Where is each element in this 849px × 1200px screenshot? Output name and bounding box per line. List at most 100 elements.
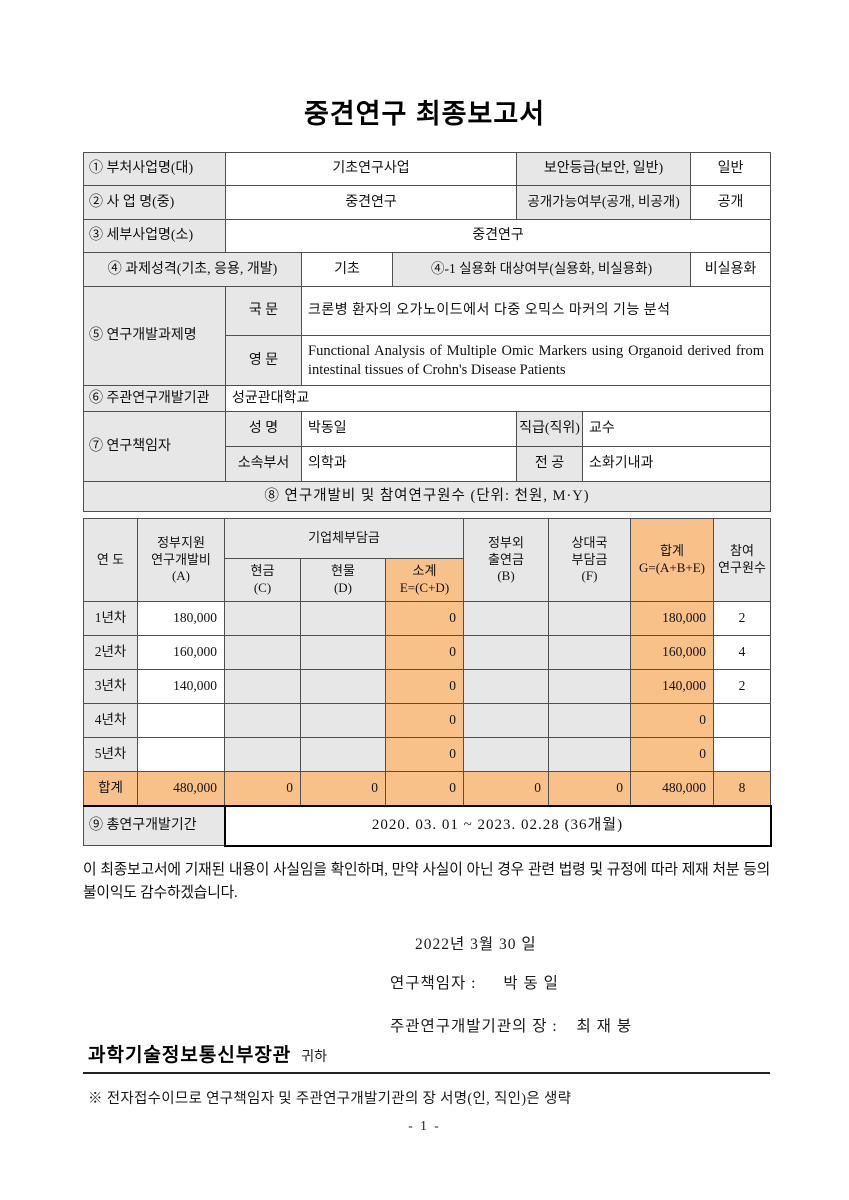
korean-title-label: 국 문 [225, 286, 302, 336]
row-title-korean: ⑤ 연구개발과제명 국 문 크론병 환자의 오가노이드에서 다중 오믹스 마커의… [83, 286, 772, 386]
inkind-cell [300, 635, 386, 670]
pi-major-label: 전 공 [516, 446, 584, 482]
nongov-cell [463, 703, 549, 738]
partner-cell [548, 635, 631, 670]
col-gov-header: 정부지원 연구개발비 (A) [137, 518, 225, 602]
cash-cell [224, 635, 301, 670]
cash-cell [224, 703, 301, 738]
english-title-value: Functional Analysis of Multiple Omic Mar… [300, 335, 772, 386]
budget-row-year5: 5년차 0 0 [83, 737, 771, 772]
row-budget-band: ⑧ 연구개발비 및 참여연구원수 (단위: 천원, M·Y) [82, 481, 772, 512]
nongov-cell [463, 737, 549, 772]
lead-institution-label: ⑥ 주관연구개발기관 [83, 385, 226, 412]
addressee-name: 과학기술정보통신부장관 [88, 1044, 292, 1066]
row-title-english: 영 문 Functional Analysis of Multiple Omic… [84, 335, 772, 386]
researchers-cell: 4 [713, 635, 771, 670]
gov-cell: 160,000 [137, 635, 225, 670]
addressee-line: 과학기술정보통신부장관 귀하 [83, 1040, 770, 1067]
gov-cell [137, 703, 225, 738]
disclosure-value: 공개 [690, 185, 772, 220]
col-partner-header: 상대국 부담금 (F) [548, 518, 631, 602]
researchers-cell: 2 [713, 669, 771, 704]
gov-cell: 140,000 [137, 669, 225, 704]
col-year-header: 연 도 [83, 518, 138, 602]
partner-cell [548, 703, 631, 738]
row-pi-department: 소속부서 의학과 전 공 소화기내과 [84, 446, 772, 482]
commercialization-value: 비실용화 [690, 252, 772, 287]
inkind-cell [300, 703, 386, 738]
total-cell: 140,000 [630, 669, 714, 704]
disclosure-label: 공개가능여부(공개, 비공개) [516, 185, 692, 220]
budget-section-header: ⑧ 연구개발비 및 참여연구원수 (단위: 천원, M·Y) [82, 481, 772, 512]
project-name-label: ② 사 업 명(중) [83, 185, 226, 220]
inkind-cell [300, 601, 386, 636]
researchers-cell: 2 [713, 601, 771, 636]
inkind-cell [300, 737, 386, 772]
subtotal-cell: 0 [385, 601, 464, 636]
footer-divider [83, 1071, 770, 1074]
signature-pi-line: 연구책임자 : 박 동 일 [83, 971, 770, 993]
gov-cell: 180,000 [137, 601, 225, 636]
partner-cell: 0 [548, 771, 631, 806]
budget-row-year2: 2년차 160,000 0 160,000 4 [83, 635, 771, 670]
col-nongov-header: 정부외 출연금 (B) [463, 518, 549, 602]
nongov-cell [463, 601, 549, 636]
org-signature-label: 주관연구개발기관의 장 : [390, 1017, 558, 1035]
budget-header-row-1: 연 도 정부지원 연구개발비 (A) 기업체부담금 정부외 출연금 (B) 상대… [83, 518, 771, 602]
col-inkind-header: 현물 (D) [300, 558, 386, 602]
budget-row-year1: 1년차 180,000 0 180,000 2 [83, 601, 771, 636]
nongov-cell [463, 669, 549, 704]
budget-row-year3: 3년차 140,000 0 140,000 2 [83, 669, 771, 704]
row-detail-program: ③ 세부사업명(소) 중견연구 [83, 219, 772, 253]
researchers-cell [713, 703, 771, 738]
col-cash-header: 현금 (C) [224, 558, 301, 602]
report-body: ① 부처사업명(대) 기초연구사업 보안등급(보안, 일반) 일반 ② 사 업 … [82, 152, 772, 1108]
col-total-header: 합계 G=(A+B+E) [630, 518, 714, 602]
cash-cell: 0 [224, 771, 301, 806]
total-cell: 480,000 [630, 771, 714, 806]
pi-name-value: 박동일 [300, 411, 518, 447]
budget-table: 연 도 정부지원 연구개발비 (A) 기업체부담금 정부외 출연금 (B) 상대… [83, 518, 772, 847]
nongov-cell: 0 [463, 771, 549, 806]
partner-cell [548, 669, 631, 704]
pi-major-value: 소화기내과 [582, 446, 772, 482]
row-ministry-program: ① 부처사업명(대) 기초연구사업 보안등급(보안, 일반) 일반 [83, 152, 772, 186]
security-grade-label: 보안등급(보안, 일반) [516, 152, 692, 186]
total-cell: 0 [630, 703, 714, 738]
subtotal-cell: 0 [385, 669, 464, 704]
col-subtotal-header: 소계 E=(C+D) [385, 558, 464, 602]
year-cell: 5년차 [83, 737, 138, 772]
lead-institution-value: 성균관대학교 [224, 385, 772, 412]
org-signature-name: 최 재 붕 [576, 1017, 633, 1035]
pledge-text: 이 최종보고서에 기재된 내용이 사실임을 확인하며, 만약 사실이 아닌 경우… [83, 861, 770, 902]
subtotal-cell: 0 [385, 635, 464, 670]
row-project-name: ② 사 업 명(중) 중견연구 공개가능여부(공개, 비공개) 공개 [83, 185, 772, 220]
detail-program-label: ③ 세부사업명(소) [83, 219, 226, 253]
year-cell: 합계 [83, 771, 138, 806]
inkind-cell [300, 669, 386, 704]
gov-cell: 480,000 [137, 771, 225, 806]
row-lead-institution: ⑥ 주관연구개발기관 성균관대학교 [83, 385, 772, 412]
subtotal-cell: 0 [385, 771, 464, 806]
pi-dept-value: 의학과 [300, 446, 518, 482]
cash-cell [224, 737, 301, 772]
security-grade-value: 일반 [690, 152, 772, 186]
budget-row-total: 합계 480,000 0 0 0 0 0 480,000 8 [83, 771, 771, 806]
task-character-value: 기초 [301, 252, 393, 287]
commercialization-label: ④-1 실용화 대상여부(실용화, 비실용화) [391, 252, 692, 287]
ministry-program-value: 기초연구사업 [224, 152, 518, 186]
pi-rank-value: 교수 [582, 411, 772, 447]
partner-cell [548, 601, 631, 636]
detail-program-value: 중견연구 [224, 219, 772, 253]
pi-label: ⑦ 연구책임자 [83, 411, 226, 482]
cash-cell [224, 601, 301, 636]
total-cell: 0 [630, 737, 714, 772]
pi-dept-label: 소속부서 [225, 446, 302, 482]
subtotal-cell: 0 [385, 737, 464, 772]
pi-signature-label: 연구책임자 : [390, 974, 477, 992]
row-total-period: ⑨ 총연구개발기간 2020. 03. 01 ~ 2023. 02.28 (36… [83, 804, 772, 847]
year-cell: 2년차 [83, 635, 138, 670]
total-period-label: ⑨ 총연구개발기간 [83, 804, 225, 846]
pi-signature-name: 박 동 일 [503, 974, 559, 992]
